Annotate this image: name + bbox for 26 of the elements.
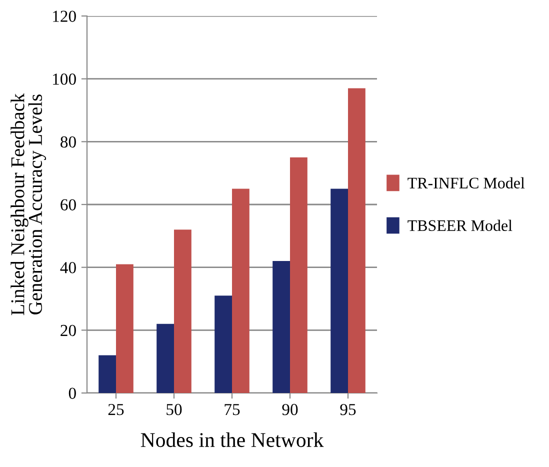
bar xyxy=(174,230,192,393)
x-tick-label: 50 xyxy=(166,404,182,416)
y-tick-label: 20 xyxy=(60,324,76,336)
bar xyxy=(232,188,250,393)
bar xyxy=(116,264,134,393)
bar xyxy=(348,88,366,393)
legend-label: TR-INFLC Model xyxy=(408,177,525,188)
y-tick-label: 60 xyxy=(60,199,76,210)
y-tick-label: 0 xyxy=(68,388,76,399)
y-tick-label: 120 xyxy=(53,10,76,22)
y-tick-label: 40 xyxy=(60,262,76,274)
x-axis-title: Nodes in the Network xyxy=(140,432,324,448)
bar xyxy=(290,157,308,393)
y-tick-label: 80 xyxy=(60,136,76,148)
bar xyxy=(98,355,116,393)
bar xyxy=(156,324,174,393)
x-tick-label: 75 xyxy=(224,404,240,416)
legend-label: TBSEER Model xyxy=(408,220,512,232)
y-tick-label: 100 xyxy=(53,74,76,85)
y-axis-title: Linked Neighbour Feedback Generation Accuracy Levels xyxy=(10,93,46,316)
x-tick-label: 95 xyxy=(340,404,356,416)
bar xyxy=(214,296,232,393)
x-tick-label: 25 xyxy=(108,404,124,416)
bar xyxy=(272,261,290,393)
x-tick-label: 90 xyxy=(282,404,298,416)
bar xyxy=(330,188,348,393)
